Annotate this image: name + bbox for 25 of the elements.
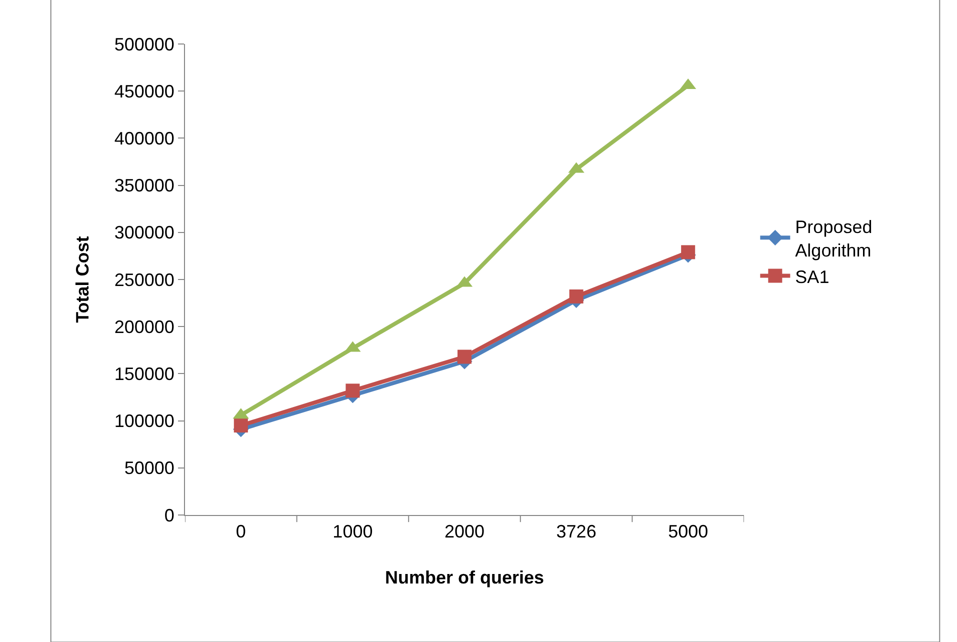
- legend-label: Proposed Algorithm: [795, 216, 872, 260]
- y-tick-label: 0: [164, 505, 174, 526]
- x-axis-title: Number of queries: [384, 568, 544, 588]
- y-tick-label: 250000: [114, 270, 174, 290]
- x-tick-label: 2000: [444, 522, 485, 542]
- y-tick-label: 450000: [114, 81, 174, 102]
- point: [458, 350, 472, 364]
- point: [681, 245, 696, 260]
- y-tick-label: 200000: [114, 316, 174, 337]
- y-tick-label: 500000: [114, 34, 174, 54]
- y-tick-label: 400000: [114, 128, 174, 148]
- x-tick-label: 5000: [668, 522, 708, 542]
- x-tick-label: 3726: [556, 522, 596, 542]
- y-tick-label: 50000: [124, 458, 174, 478]
- legend-label: SA1: [795, 266, 830, 287]
- x-tick-label: 1000: [332, 522, 373, 542]
- y-tick-label: 300000: [114, 222, 174, 243]
- point: [346, 384, 360, 398]
- y-tick-label: 100000: [114, 411, 174, 432]
- point: [569, 289, 584, 304]
- y-tick-label: 150000: [114, 364, 174, 384]
- point: [234, 418, 248, 433]
- y-tick-label: 350000: [114, 176, 174, 196]
- y-axis-title: Total Cost: [72, 236, 93, 323]
- x-tick-label: 0: [236, 522, 246, 542]
